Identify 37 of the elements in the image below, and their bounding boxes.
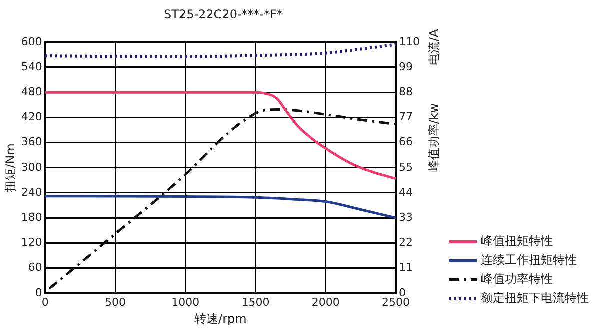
y2-tick-label: 33	[399, 210, 414, 224]
x-tick-label: 1000	[172, 296, 200, 309]
legend-label: 连续工作扭矩特性	[481, 252, 577, 269]
y-tick-label: 180	[21, 210, 42, 224]
y2-tick-label: 66	[399, 136, 414, 149]
y3-axis-title: 电流/A	[427, 28, 442, 66]
line-series	[45, 195, 396, 220]
y2-tick-label: 44	[399, 186, 414, 199]
x-tick-label: 1500	[242, 296, 270, 309]
y-tick-label: 480	[21, 85, 42, 98]
y2-tick-label: 88	[399, 85, 414, 98]
y-tick-label: 420	[21, 110, 42, 124]
x-tick-label: 500	[105, 296, 126, 309]
line-series	[48, 108, 396, 290]
y2-tick-label: 110	[399, 35, 420, 48]
y-tick-label: 240	[21, 186, 42, 199]
y2-tick-label: 99	[399, 60, 414, 74]
x-axis-title: 转速/rpm	[194, 312, 247, 326]
y2-tick-label: 22	[399, 236, 414, 250]
y-tick-label: 300	[21, 160, 42, 174]
y-tick-label: 120	[21, 236, 42, 250]
y-tick-label: 540	[21, 60, 42, 74]
legend-label: 额定扭矩下电流特性	[481, 290, 589, 307]
y-tick-label: 60	[28, 261, 42, 274]
y2-axis-title: 峰值功率/kw	[427, 103, 442, 172]
y2-tick-label: 55	[399, 160, 414, 174]
y-tick-label: 0	[35, 286, 42, 300]
y2-tick-label: 77	[399, 110, 414, 124]
chart-title: ST25-22C20-***-*F*	[164, 7, 284, 22]
y-tick-label: 360	[21, 136, 42, 149]
x-tick-label: 2000	[312, 296, 340, 309]
legend-label: 峰值功率特性	[481, 271, 553, 288]
y-axis-title: 扭矩/Nm	[3, 144, 18, 192]
y2-tick-label: 11	[399, 261, 414, 274]
line-series	[45, 91, 396, 180]
legend-label: 峰值扭矩特性	[481, 233, 553, 250]
y-tick-label: 600	[21, 35, 42, 48]
